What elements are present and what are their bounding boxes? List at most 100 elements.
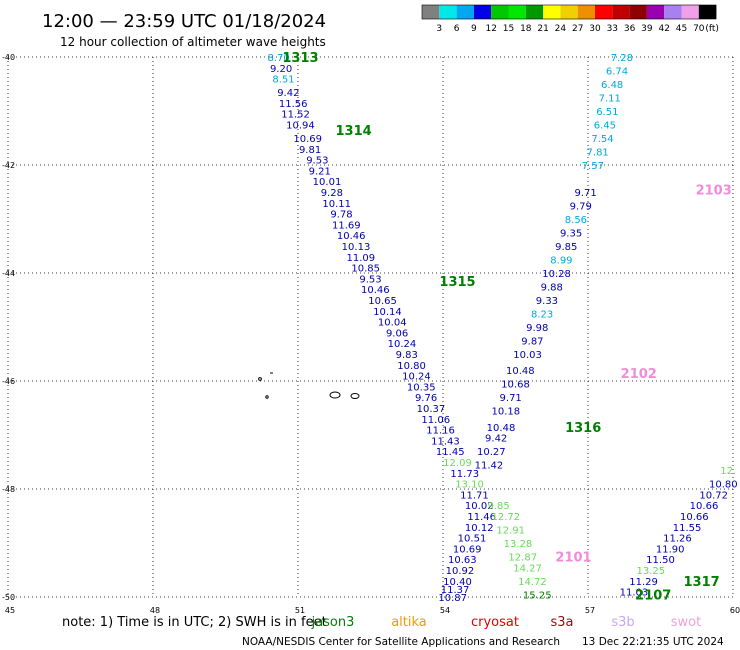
wave-height-point: 6.51 bbox=[596, 107, 618, 118]
wave-height-point: 13.25 bbox=[637, 566, 666, 577]
satellite-name: cryosat bbox=[471, 615, 519, 630]
legend-swatch bbox=[456, 5, 474, 19]
wave-height-point: 10.85 bbox=[351, 264, 380, 275]
wave-height-point: 8.70 bbox=[268, 53, 290, 64]
wave-height-point: 9.21 bbox=[309, 166, 331, 177]
lat-tick-label: -44 bbox=[2, 269, 15, 278]
island-4 bbox=[265, 395, 269, 399]
wave-height-point: 10.24 bbox=[388, 339, 417, 350]
legend-swatch bbox=[491, 5, 509, 19]
lat-lon-grid bbox=[7, 56, 734, 598]
wave-height-point: 10.46 bbox=[337, 231, 366, 242]
legend-label: 42 bbox=[658, 24, 669, 34]
wave-height-point: 10.87 bbox=[438, 593, 467, 604]
wave-height-point: 10.80 bbox=[397, 361, 426, 372]
wave-height-point: 11.06 bbox=[421, 415, 450, 426]
legend-swatch bbox=[595, 5, 613, 19]
wave-height-point: 10.66 bbox=[680, 512, 709, 523]
footer-timestamp: 13 Dec 22:21:35 UTC 2024 bbox=[582, 636, 724, 648]
wave-height-point: 11.29 bbox=[629, 577, 658, 588]
wave-height-point: 11.73 bbox=[450, 469, 479, 480]
wave-height-point: 9.06 bbox=[386, 328, 408, 339]
wave-height-point: 13.10 bbox=[455, 480, 484, 491]
wave-height-point: 12.72 bbox=[492, 512, 521, 523]
wave-height-point: 9.35 bbox=[560, 229, 582, 240]
legend-swatch bbox=[560, 5, 578, 19]
lat-tick-label: -40 bbox=[2, 53, 15, 62]
wave-height-point: 9.85 bbox=[487, 501, 509, 512]
legend-label: 21 bbox=[537, 24, 548, 34]
lat-tick-label: -42 bbox=[2, 161, 15, 170]
wave-height-point: 7.54 bbox=[591, 134, 613, 145]
pass-number-label: 1314 bbox=[335, 124, 371, 139]
legend-label: 3 bbox=[436, 24, 442, 34]
wave-height-point: 10.94 bbox=[286, 121, 315, 132]
satellite-name: s3b bbox=[611, 615, 634, 630]
wave-height-point: 11.56 bbox=[279, 99, 308, 110]
axis-labels: -40 -42 -44 -46 -48 -50 45 48 51 54 57 60 bbox=[2, 53, 740, 615]
island-2 bbox=[350, 393, 360, 399]
legend-swatch bbox=[629, 5, 647, 19]
satellite-name: swot bbox=[671, 615, 701, 630]
wave-height-point: 10.46 bbox=[361, 285, 390, 296]
wave-height-point: 11.50 bbox=[646, 555, 675, 566]
wave-height-point: 11.69 bbox=[332, 220, 361, 231]
wave-height-point: 9.85 bbox=[555, 242, 577, 253]
legend-swatch bbox=[473, 5, 492, 19]
legend-label: 9 bbox=[471, 24, 477, 34]
legend-label: 18 bbox=[520, 24, 532, 34]
wave-height-point: 10.03 bbox=[513, 350, 542, 361]
wave-height-point: 9.79 bbox=[570, 202, 592, 213]
legend-label: 30 bbox=[589, 24, 601, 34]
lat-tick-label: -50 bbox=[2, 593, 15, 602]
wave-height-point: 10.04 bbox=[378, 318, 407, 329]
wave-height-point: 12. bbox=[720, 466, 736, 477]
wave-height-point: 11.55 bbox=[673, 523, 702, 534]
legend-label: 39 bbox=[641, 24, 653, 34]
footer-note: note: 1) Time is in UTC; 2) SWH is in fe… bbox=[62, 615, 327, 630]
wave-height-point: 12.87 bbox=[508, 553, 537, 564]
pass-number-label: 2101 bbox=[555, 551, 591, 566]
lon-tick-label: 54 bbox=[440, 606, 450, 615]
wave-height-point: 9.88 bbox=[541, 283, 563, 294]
wave-height-point: 7.28 bbox=[611, 53, 633, 64]
pass-number-label: 2107 bbox=[635, 588, 671, 603]
wave-height-point: 10.24 bbox=[402, 372, 431, 383]
wave-height-point: 11.26 bbox=[663, 534, 692, 545]
wave-height-point: 9.87 bbox=[521, 337, 543, 348]
legend-label: 45 bbox=[676, 24, 687, 34]
wave-height-point: 10.66 bbox=[690, 501, 719, 512]
legend-unit: (ft) bbox=[705, 24, 719, 34]
legend-swatch bbox=[422, 5, 440, 19]
legend-swatch bbox=[577, 5, 595, 19]
track-group: 12.0911.7313.1011.7110.0211.4610.1210.51… bbox=[438, 458, 496, 604]
legend-frame bbox=[421, 4, 717, 20]
legend-swatch bbox=[646, 5, 665, 19]
wave-height-point: 9.98 bbox=[526, 323, 548, 334]
lon-tick-label: 57 bbox=[585, 606, 595, 615]
wave-height-point: 9.76 bbox=[415, 393, 437, 404]
legend-swatch bbox=[698, 5, 717, 19]
legend-label: 15 bbox=[503, 24, 514, 34]
altimeter-tracks: 8.709.208.519.4211.5611.5210.9410.699.81… bbox=[268, 53, 738, 604]
wave-height-point: 8.23 bbox=[531, 310, 553, 321]
wave-height-point: 9.81 bbox=[299, 145, 321, 156]
wave-height-point: 10.68 bbox=[501, 380, 530, 391]
wave-height-point: 10.18 bbox=[492, 407, 521, 418]
legend-label: 6 bbox=[454, 24, 460, 34]
wave-height-point: 10.01 bbox=[313, 177, 342, 188]
pass-number-label: 1315 bbox=[439, 275, 475, 290]
pass-number-label: 2103 bbox=[696, 183, 732, 198]
legend-swatch bbox=[543, 5, 561, 19]
coastline-islands bbox=[258, 372, 360, 399]
wave-height-point: 14.27 bbox=[513, 563, 542, 574]
wave-height-point: 11.52 bbox=[281, 110, 310, 121]
wave-height-point: 10.40 bbox=[443, 577, 472, 588]
wave-height-point: 12.09 bbox=[443, 458, 472, 469]
pass-number-label: 1316 bbox=[565, 421, 601, 436]
lat-tick-label: -46 bbox=[2, 377, 15, 386]
wave-height-point: 10.65 bbox=[368, 296, 397, 307]
legend-label: 12 bbox=[485, 24, 496, 34]
